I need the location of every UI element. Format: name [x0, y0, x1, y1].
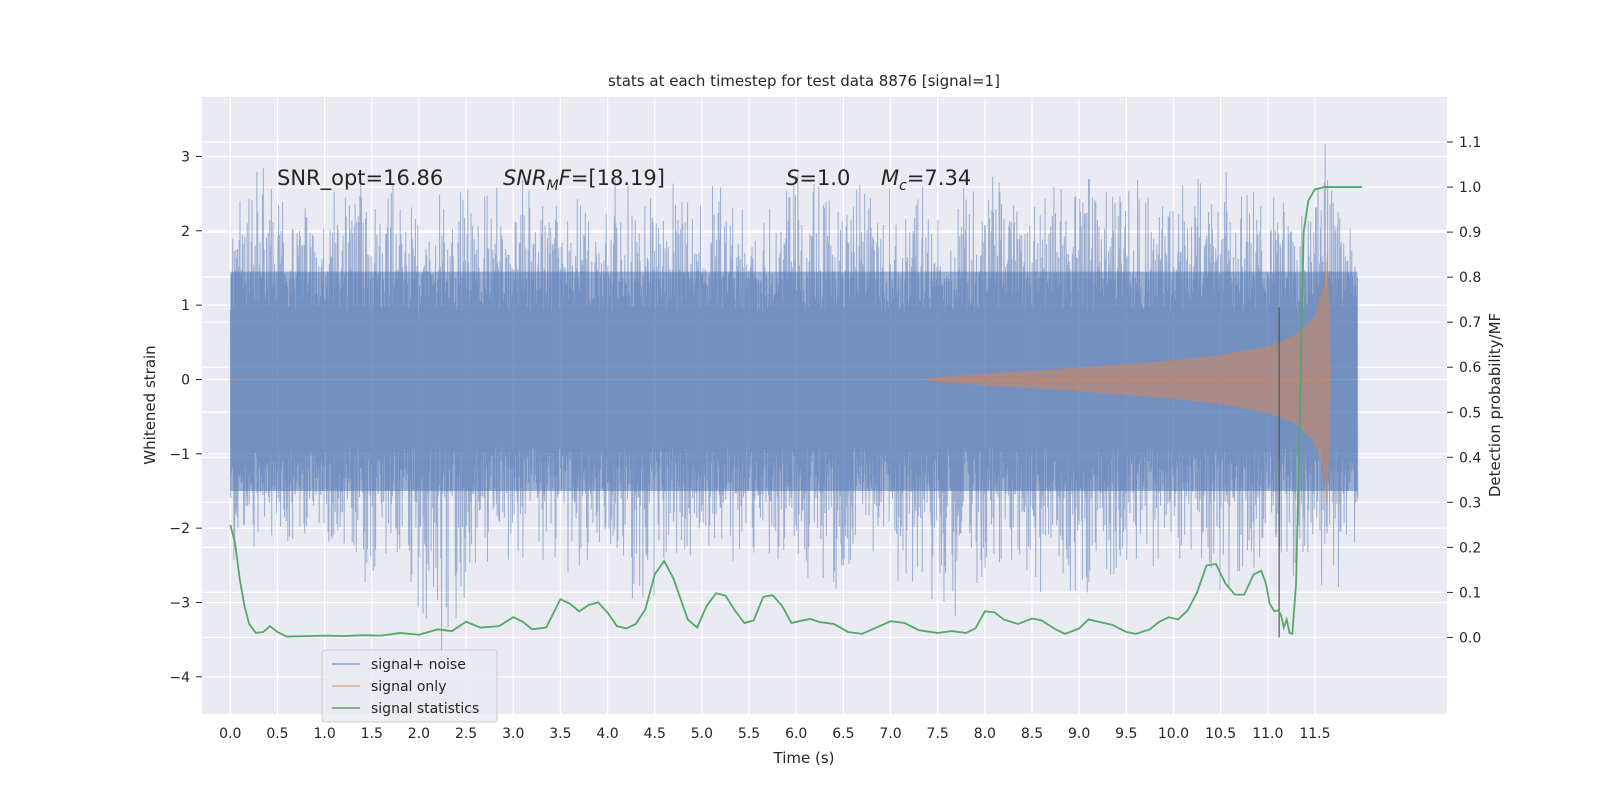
mc-subscript: c [899, 178, 907, 194]
x-tick-label: 2.0 [408, 726, 430, 742]
x-tick-label: 6.0 [785, 726, 807, 742]
legend-label-signal-only: signal only [371, 679, 446, 695]
x-axis-ticks: 0.0 0.5 1.0 1.5 2.0 2.5 3.0 3.5 4.0 4.5 5.0 5.5 6.0 6… [219, 726, 1330, 742]
y2-tick-label: 0.1 [1459, 585, 1481, 601]
x-tick-label: 4.5 [644, 726, 666, 742]
y2-axis-ticks: 1.1 1.0 0.9 0.8 0.7 0.6 0.5 0.4 0.3 0.2 0.1 0.0 [1447, 135, 1481, 646]
x-tick-label: 4.0 [596, 726, 618, 742]
legend-label-signal-statistics: signal statistics [371, 701, 479, 717]
signal-only-series [230, 250, 1358, 509]
snr-mf-name: SNR [503, 166, 547, 190]
y-axis-ticks: 3 2 1 0 −1 −2 −3 −4 [169, 149, 202, 686]
snr-mf-annotation: SNRMF=[18.19] [503, 166, 665, 194]
legend-label-signal-noise: signal+ noise [371, 657, 466, 673]
y-tick-label: 0 [181, 372, 190, 388]
y2-tick-label: 0.4 [1459, 450, 1481, 466]
y-tick-label: −3 [169, 595, 190, 611]
x-tick-label: 2.5 [455, 726, 477, 742]
legend: signal+ noise signal only signal statist… [321, 649, 498, 723]
x-tick-label: 7.0 [879, 726, 901, 742]
mc-value: =7.34 [907, 166, 971, 190]
x-tick-label: 10.0 [1158, 726, 1189, 742]
x-tick-label: 6.5 [832, 726, 854, 742]
x-tick-label: 3.0 [502, 726, 524, 742]
y-tick-label: 2 [181, 224, 190, 240]
x-tick-label: 8.0 [974, 726, 996, 742]
x-tick-label: 5.0 [691, 726, 713, 742]
s-value: =1.0 [799, 166, 850, 190]
y2-tick-label: 0.6 [1459, 360, 1481, 376]
s-annotation: S=1.0 [786, 166, 850, 190]
y-tick-label: 1 [181, 298, 190, 314]
y2-tick-label: 0.5 [1459, 405, 1481, 421]
y2-axis-label: Detection probability/MF [1486, 313, 1504, 497]
y2-tick-label: 1.0 [1459, 180, 1481, 196]
x-tick-label: 7.5 [927, 726, 949, 742]
y2-tick-label: 0.7 [1459, 315, 1481, 331]
x-tick-label: 1.5 [361, 726, 383, 742]
chart-title: stats at each timestep for test data 887… [608, 72, 1000, 90]
y2-tick-label: 0.0 [1459, 630, 1481, 646]
y2-tick-label: 0.9 [1459, 225, 1481, 241]
y2-tick-label: 1.1 [1459, 135, 1481, 151]
snr-mf-value: =[18.19] [571, 166, 665, 190]
x-tick-label: 9.0 [1068, 726, 1090, 742]
y-tick-label: −1 [169, 447, 190, 463]
snr-mf-subscript: M [547, 178, 559, 194]
x-tick-label: 5.5 [738, 726, 760, 742]
mc-annotation: Mc=7.34 [881, 166, 971, 194]
legend-box [321, 649, 498, 723]
x-tick-label: 9.5 [1115, 726, 1137, 742]
mc-name: M [881, 166, 899, 190]
signal-statistics-line [229, 186, 1363, 638]
x-tick-label: 10.5 [1205, 726, 1236, 742]
y-tick-label: −4 [169, 670, 190, 686]
signal-noise-trace [229, 144, 1359, 654]
y2-tick-label: 0.8 [1459, 270, 1481, 286]
x-tick-label: 8.5 [1021, 726, 1043, 742]
x-tick-label: 0.5 [266, 726, 288, 742]
x-tick-label: 11.0 [1252, 726, 1283, 742]
x-tick-label: 0.0 [219, 726, 241, 742]
snr-mf-f: F [559, 166, 572, 190]
y-tick-label: −2 [169, 521, 190, 537]
x-tick-label: 1.0 [313, 726, 335, 742]
y2-tick-label: 0.3 [1459, 495, 1481, 511]
s-name: S [786, 166, 799, 190]
x-tick-label: 3.5 [549, 726, 571, 742]
y-axis-label: Whitened strain [141, 345, 159, 464]
y-tick-label: 3 [181, 149, 190, 165]
y2-tick-label: 0.2 [1459, 540, 1481, 556]
plot-area [229, 144, 1363, 654]
x-tick-label: 11.5 [1299, 726, 1330, 742]
snr-opt-annotation: SNR_opt=16.86 [277, 166, 443, 191]
x-axis-label: Time (s) [773, 749, 835, 767]
